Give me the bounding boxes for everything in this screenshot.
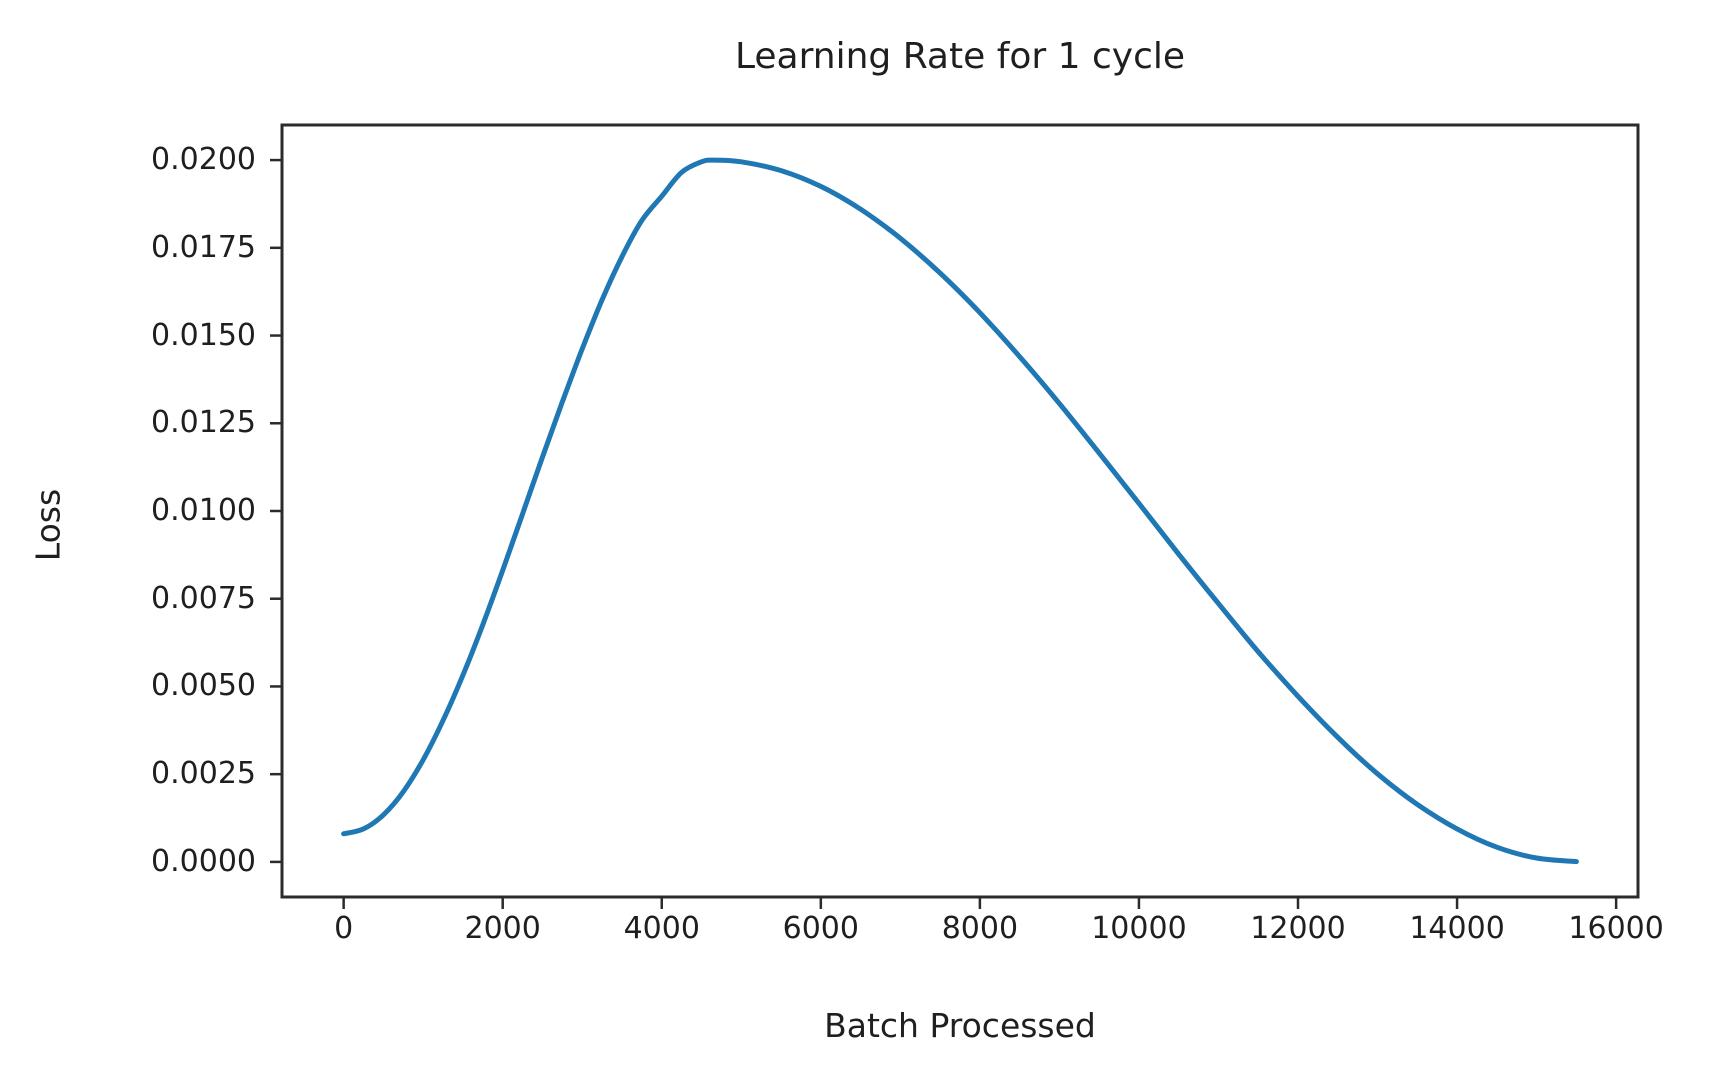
x-tick-label: 10000 xyxy=(1091,911,1187,946)
y-tick-label: 0.0200 xyxy=(151,142,256,178)
x-tick-label: 0 xyxy=(334,911,354,946)
learning-rate-schedule-curve xyxy=(341,157,1579,865)
x-tick-label: 14000 xyxy=(1409,911,1505,946)
y-tick-label: 0.0150 xyxy=(151,317,256,353)
x-tick-label: 8000 xyxy=(941,911,1019,946)
x-tick-label: 16000 xyxy=(1568,911,1664,946)
x-tick-label: 12000 xyxy=(1250,911,1346,946)
chart-title: Learning Rate for 1 cycle xyxy=(734,36,1186,77)
y-tick-label: 0.0075 xyxy=(151,580,256,616)
x-tick-label: 4000 xyxy=(623,911,700,946)
y-tick-label: 0.0100 xyxy=(151,493,256,528)
y-tick-label: 0.0125 xyxy=(151,405,256,441)
x-axis-label: Batch Processed xyxy=(824,1006,1096,1045)
y-tick-label: 0.0175 xyxy=(151,229,256,265)
y-tick-label: 0.0025 xyxy=(151,756,256,792)
x-tick-label: 2000 xyxy=(464,911,541,946)
axes-spines xyxy=(280,123,1640,899)
y-tick-label: 0.0000 xyxy=(151,843,256,879)
x-tick-label: 6000 xyxy=(782,911,859,946)
y-tick-label: 0.0050 xyxy=(151,668,256,704)
